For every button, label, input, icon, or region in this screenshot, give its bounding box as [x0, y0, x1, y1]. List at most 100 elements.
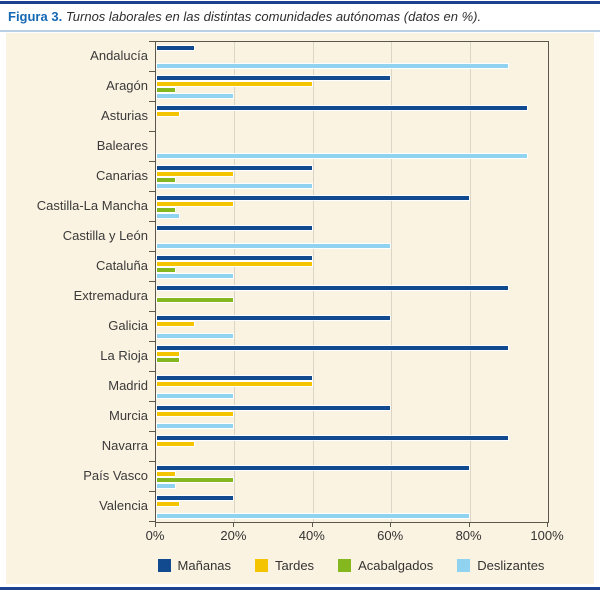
legend-label-deslizantes: Deslizantes	[477, 557, 545, 573]
legend-item-tardes: Tardes	[255, 558, 314, 573]
bar-mananas-pais-vasco	[156, 465, 470, 471]
x-tick-label-40: 40%	[298, 528, 325, 543]
bar-mananas-aragon	[156, 75, 392, 81]
gridline-40	[312, 42, 314, 522]
x-axis-tick	[390, 522, 392, 527]
bar-acabalgados-extremadura	[156, 297, 235, 303]
x-tick-label-20: 20%	[220, 528, 247, 543]
bar-mananas-asturias	[156, 105, 529, 111]
bar-acabalgados-pais-vasco	[156, 477, 235, 483]
category-label-baleares: Baleares	[96, 138, 148, 153]
bar-deslizantes-baleares	[156, 153, 529, 159]
bar-acabalgados-la-rioja	[156, 357, 180, 363]
bar-mananas-castilla-y-leon	[156, 225, 313, 231]
bar-deslizantes-castilla-y-leon	[156, 243, 392, 249]
bar-tardes-canarias	[156, 171, 235, 177]
legend-swatch-acabalgados	[338, 558, 352, 572]
bar-tardes-cataluna	[156, 261, 313, 267]
bar-mananas-murcia	[156, 405, 392, 411]
bar-mananas-galicia	[156, 315, 392, 321]
legend-item-deslizantes: Deslizantes	[457, 558, 544, 573]
bar-mananas-cataluna	[156, 255, 313, 261]
y-axis-tick	[149, 371, 155, 372]
y-axis-tick	[149, 341, 155, 342]
bar-mananas-castilla-la-mancha	[156, 195, 470, 201]
x-tick-label-60: 60%	[377, 528, 404, 543]
x-axis-tick	[468, 522, 470, 527]
category-label-extremadura: Extremadura	[73, 288, 148, 303]
y-axis-tick	[149, 131, 155, 132]
bar-tardes-navarra	[156, 441, 196, 447]
bottom-divider	[0, 587, 600, 590]
y-axis-tick	[149, 191, 155, 192]
legend-item-mananas: Mañanas	[157, 558, 231, 573]
gridline-80	[469, 42, 471, 522]
x-axis-tick	[547, 522, 548, 527]
y-axis-tick	[149, 401, 155, 402]
bar-deslizantes-murcia	[156, 423, 235, 429]
bar-deslizantes-valencia	[156, 513, 470, 519]
figure-title-text: Turnos laborales en las distintas comuni…	[65, 9, 482, 24]
category-label-la-rioja: La Rioja	[100, 348, 148, 363]
bar-deslizantes-galicia	[156, 333, 235, 339]
y-axis-tick	[149, 251, 155, 252]
bar-acabalgados-canarias	[156, 177, 176, 183]
bar-tardes-castilla-la-mancha	[156, 201, 235, 207]
bar-mananas-andalucia	[156, 45, 196, 51]
x-tick-label-100: 100%	[530, 528, 564, 543]
bar-deslizantes-madrid	[156, 393, 235, 399]
x-tick-label-80: 80%	[455, 528, 482, 543]
bar-acabalgados-cataluna	[156, 267, 176, 273]
y-axis-tick	[149, 71, 155, 72]
title-underline	[0, 30, 600, 32]
bar-deslizantes-cataluna	[156, 273, 235, 279]
x-tick-label-0: 0%	[145, 528, 165, 543]
gridline-20	[234, 42, 236, 522]
x-axis-tick	[233, 522, 235, 527]
gridline-60	[391, 42, 393, 522]
bar-deslizantes-canarias	[156, 183, 313, 189]
legend-swatch-deslizantes	[457, 558, 471, 572]
legend-swatch-tardes	[255, 558, 269, 572]
y-axis-tick	[149, 161, 155, 162]
bar-mananas-la-rioja	[156, 345, 509, 351]
y-axis-tick	[149, 311, 155, 312]
x-axis-tick	[155, 522, 156, 527]
bar-mananas-extremadura	[156, 285, 509, 291]
category-label-navarra: Navarra	[101, 438, 148, 453]
bar-tardes-la-rioja	[156, 351, 180, 357]
y-axis-tick	[149, 461, 155, 462]
y-axis-tick	[149, 521, 155, 522]
bar-mananas-navarra	[156, 435, 509, 441]
bar-tardes-asturias	[156, 111, 180, 117]
bar-acabalgados-aragon	[156, 87, 176, 93]
category-label-valencia: Valencia	[99, 498, 148, 513]
figure-number-label: Figura 3.	[8, 9, 63, 24]
category-label-aragon: Aragón	[106, 78, 148, 93]
plot-area	[155, 41, 549, 523]
legend-item-acabalgados: Acabalgados	[338, 558, 433, 573]
y-axis-tick	[149, 491, 155, 492]
category-label-andalucia: Andalucía	[90, 48, 148, 63]
y-axis-tick	[149, 221, 155, 222]
bar-tardes-aragon	[156, 81, 313, 87]
legend-swatch-mananas	[157, 558, 171, 572]
x-axis-tick	[311, 522, 313, 527]
category-label-murcia: Murcia	[108, 408, 148, 423]
category-label-pais-vasco: País Vasco	[83, 468, 148, 483]
category-label-canarias: Canarias	[95, 168, 148, 183]
y-axis-tick	[149, 281, 155, 282]
top-divider	[0, 1, 600, 4]
figure-title: Figura 3. Turnos laborales en las distin…	[8, 9, 592, 25]
bar-mananas-canarias	[156, 165, 313, 171]
category-label-galicia: Galicia	[108, 318, 148, 333]
bar-deslizantes-aragon	[156, 93, 235, 99]
y-axis-tick	[149, 41, 155, 42]
category-label-cataluna: Cataluña	[95, 258, 148, 273]
bar-deslizantes-castilla-la-mancha	[156, 213, 180, 219]
chart-legend: Mañanas Tardes Acabalgados Deslizantes	[155, 556, 547, 574]
category-label-castilla-y-leon: Castilla y León	[62, 228, 148, 243]
category-label-asturias: Asturias	[101, 108, 148, 123]
y-axis-tick	[149, 431, 155, 432]
